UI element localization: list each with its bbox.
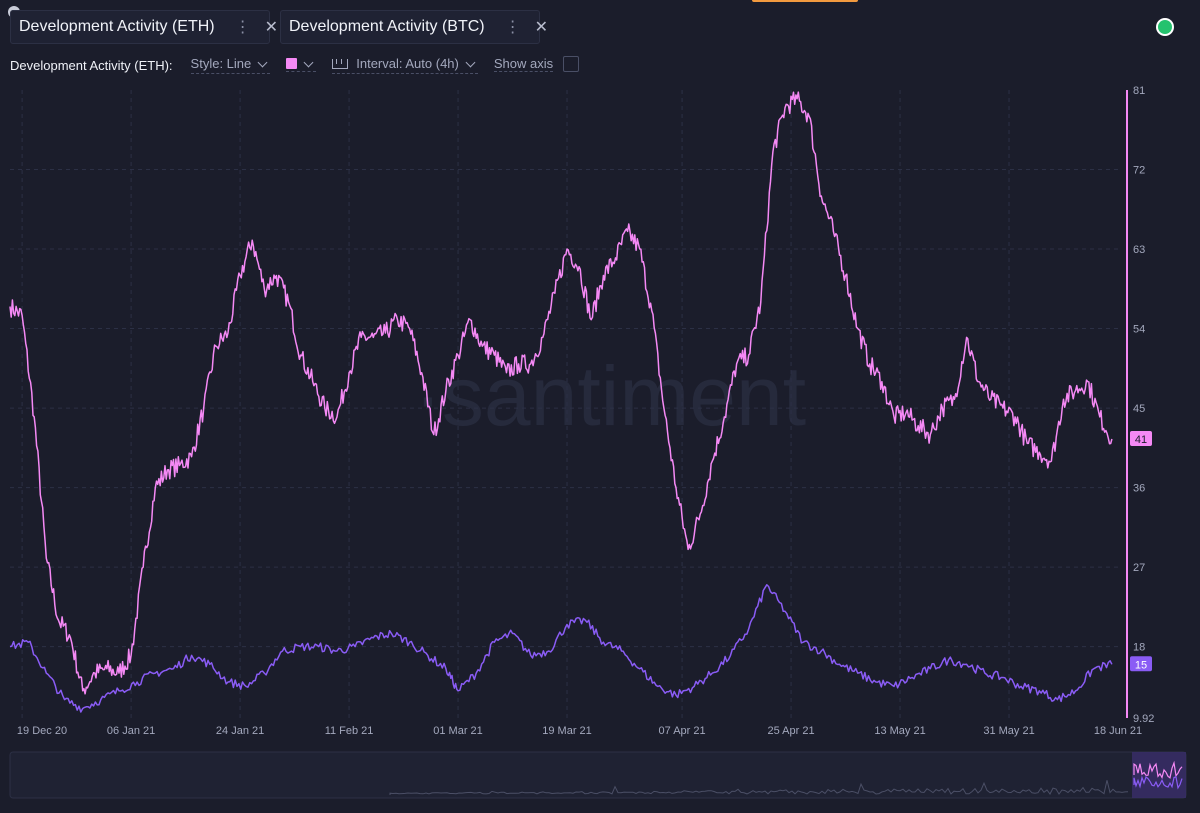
top-accent-strip — [752, 0, 858, 2]
x-tick-label: 18 Jun 21 — [1094, 725, 1142, 737]
watermark-text: ·santiment — [414, 349, 806, 443]
more-vertical-icon[interactable]: ⋮ — [234, 19, 251, 36]
y-tick-label: 18 — [1133, 642, 1145, 654]
navigator-sparkline — [389, 780, 1129, 795]
style-dropdown[interactable]: Style: Line — [190, 56, 271, 74]
tab-eth-label: Development Activity (ETH) — [19, 18, 215, 35]
x-tick-label: 24 Jan 21 — [216, 725, 264, 737]
last-value-label: 15 — [1135, 659, 1147, 671]
close-icon[interactable]: ✕ — [264, 19, 279, 36]
color-picker[interactable] — [286, 57, 317, 72]
interval-dropdown[interactable]: Interval: Auto (4h) — [332, 56, 478, 74]
x-tick-label: 31 May 21 — [983, 725, 1034, 737]
color-swatch — [286, 58, 298, 69]
last-value-label: 41 — [1135, 434, 1147, 446]
y-tick-label: 81 — [1133, 85, 1145, 97]
close-icon[interactable]: ✕ — [534, 19, 549, 36]
x-tick-label: 07 Apr 21 — [659, 725, 706, 737]
ruler-icon — [332, 58, 349, 69]
last-value-badge — [1130, 430, 1152, 446]
last-value-badge — [1130, 656, 1152, 672]
more-vertical-icon[interactable]: ⋮ — [504, 19, 521, 36]
navigator-selection-eth — [1133, 760, 1183, 780]
tab-btc-label: Development Activity (BTC) — [289, 18, 485, 35]
btc-series-line — [9, 584, 1113, 713]
x-tick-label: 19 Dec 20 — [17, 725, 67, 737]
x-tick-label: 13 May 21 — [874, 725, 925, 737]
x-tick-label: 01 Mar 21 — [433, 725, 483, 737]
online-status-icon — [1158, 20, 1172, 34]
eth-series-line — [9, 91, 1113, 695]
y-tick-label: 72 — [1133, 165, 1145, 177]
show-axis-checkbox[interactable] — [563, 56, 580, 72]
metric-toolbar: Development Activity (ETH): Style: Line … — [10, 54, 595, 76]
tab-btc-dev-activity[interactable]: Development Activity (BTC) ⋮ ✕ — [280, 10, 548, 44]
interval-dropdown-label: Interval: Auto (4h) — [356, 56, 459, 71]
y-tick-label: 45 — [1133, 403, 1145, 415]
show-axis-label: Show axis — [493, 56, 554, 72]
y-tick-label: 9.92 — [1133, 713, 1154, 725]
y-tick-label: 63 — [1133, 244, 1145, 256]
x-tick-label: 06 Jan 21 — [107, 725, 155, 737]
tab-eth-dev-activity[interactable]: Development Activity (ETH) ⋮ ✕ — [10, 10, 278, 44]
y-tick-label: 36 — [1133, 483, 1145, 495]
y-tick-label: 54 — [1133, 324, 1145, 336]
navigator-selection-btc — [1133, 775, 1183, 790]
navigator-panel — [9, 751, 1187, 799]
metric-label: Development Activity (ETH): — [10, 57, 173, 73]
y-tick-label: 27 — [1133, 562, 1145, 574]
x-tick-label: 11 Feb 21 — [325, 725, 374, 737]
show-axis-toggle[interactable]: Show axis — [493, 56, 580, 74]
x-tick-label: 19 Mar 21 — [542, 725, 592, 737]
x-tick-label: 25 Apr 21 — [768, 725, 815, 737]
style-dropdown-label: Style: Line — [190, 56, 252, 71]
